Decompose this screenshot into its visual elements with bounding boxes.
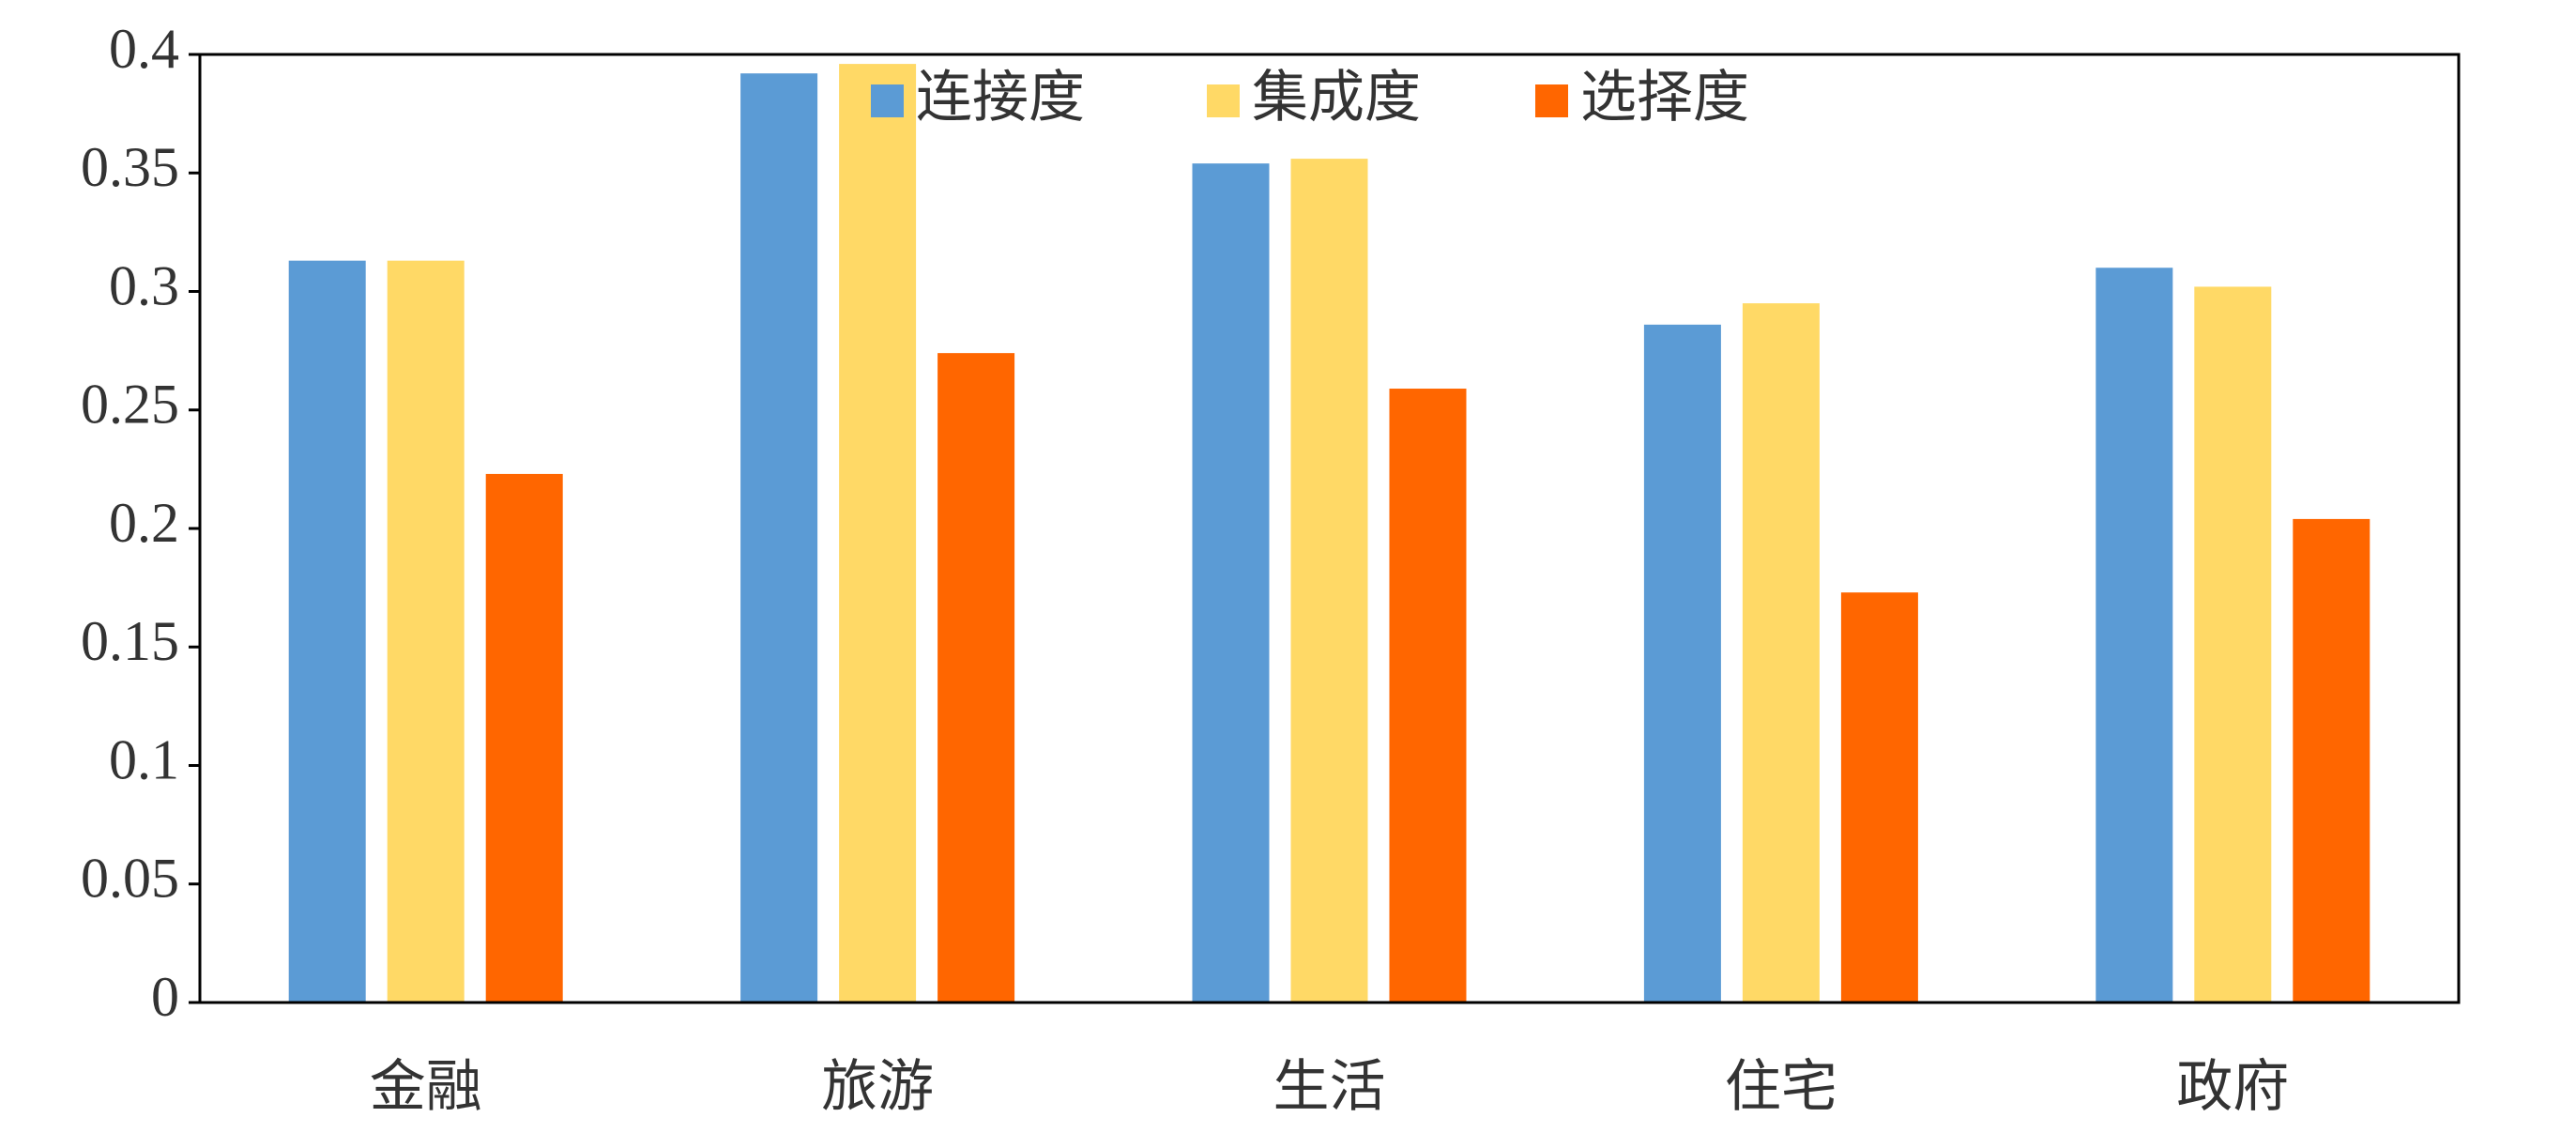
bar <box>1742 303 1820 1003</box>
x-tick-label: 政府 <box>2176 1056 2289 1118</box>
y-tick-label: 0.05 <box>81 848 179 910</box>
bar <box>1643 324 1721 1003</box>
bar <box>1840 592 1918 1003</box>
legend-marker <box>1207 84 1240 117</box>
legend-marker <box>1535 84 1568 117</box>
y-tick-label: 0.2 <box>109 492 179 554</box>
bar <box>1192 163 1270 1003</box>
bar <box>740 73 818 1003</box>
y-tick-label: 0.15 <box>81 610 179 672</box>
bar <box>1389 389 1467 1003</box>
x-tick-label: 旅游 <box>821 1056 934 1118</box>
bar <box>839 64 917 1003</box>
x-tick-label: 金融 <box>370 1056 482 1118</box>
bar <box>2096 268 2173 1003</box>
legend-label: 集成度 <box>1252 67 1421 129</box>
bar <box>2293 518 2370 1003</box>
bar <box>1290 159 1368 1003</box>
y-tick-label: 0.1 <box>109 728 179 790</box>
bar <box>485 473 563 1003</box>
bar <box>937 353 1015 1003</box>
y-tick-label: 0.35 <box>81 136 179 198</box>
legend-label: 选择度 <box>1580 67 1749 129</box>
y-tick-label: 0.4 <box>109 18 179 80</box>
legend-marker <box>871 84 904 117</box>
bar <box>2194 286 2272 1003</box>
x-tick-label: 生活 <box>1273 1056 1386 1118</box>
x-tick-label: 住宅 <box>1725 1056 1837 1118</box>
y-tick-label: 0.3 <box>109 254 179 316</box>
plot-frame <box>198 53 2461 1004</box>
bar <box>387 260 465 1003</box>
legend-label: 连接度 <box>916 67 1085 129</box>
y-tick-label: 0.25 <box>81 374 179 436</box>
bar <box>288 260 366 1003</box>
y-tick-label: 0 <box>151 966 179 1028</box>
